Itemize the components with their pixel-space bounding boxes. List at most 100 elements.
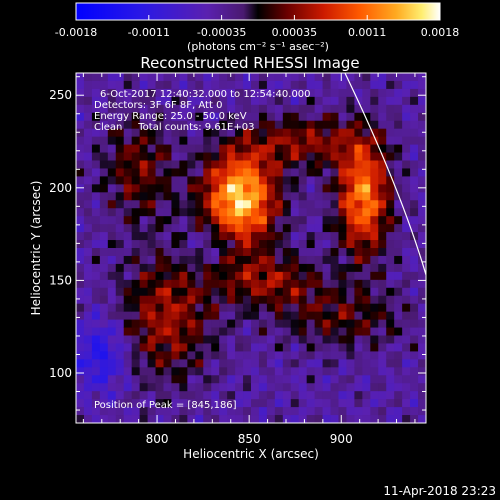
heatmap-cell [299,415,307,423]
heatmap-cell [211,336,219,344]
heatmap-cell [203,415,211,423]
heatmap-cell [370,89,378,97]
heatmap-cell [267,184,275,192]
heatmap-cell [187,328,195,336]
heatmap-cell [267,320,275,328]
heatmap-cell [267,272,275,280]
heatmap-cell [92,200,100,208]
heatmap-cell [203,161,211,169]
heatmap-cell [219,168,227,176]
heatmap-cell [315,113,323,121]
heatmap-cell [267,105,275,113]
heatmap-cell [195,391,203,399]
heatmap-cell [378,415,386,423]
heatmap-cell [219,256,227,264]
heatmap-cell [386,383,394,391]
heatmap-cell [410,320,418,328]
heatmap-cell [148,264,156,272]
heatmap-cell [187,367,195,375]
heatmap-cell [331,272,339,280]
heatmap-cell [243,296,251,304]
heatmap-cell [346,200,354,208]
heatmap-cell [227,343,235,351]
heatmap-cell [148,304,156,312]
heatmap-cell [339,200,347,208]
x-tick-label: 850 [238,432,261,446]
heatmap-cell [283,328,291,336]
heatmap-cell [378,184,386,192]
heatmap-cell [275,192,283,200]
heatmap-cell [315,161,323,169]
heatmap-cell [179,312,187,320]
heatmap-cell [386,73,394,81]
heatmap-cell [76,296,84,304]
heatmap-cell [362,391,370,399]
heatmap-cell [267,208,275,216]
heatmap-cell [370,343,378,351]
heatmap-cell [203,208,211,216]
heatmap-cell [211,153,219,161]
heatmap-cell [267,145,275,153]
heatmap-cell [92,328,100,336]
heatmap-cell [386,296,394,304]
heatmap-cell [323,216,331,224]
heatmap-cell [259,312,267,320]
heatmap-cell [84,296,92,304]
heatmap-cell [187,343,195,351]
heatmap-cell [219,328,227,336]
heatmap-cell [171,351,179,359]
heatmap-cell [331,200,339,208]
heatmap-cell [394,320,402,328]
heatmap-cell [323,256,331,264]
heatmap-cell [76,280,84,288]
heatmap-cell [283,367,291,375]
heatmap-cell [370,200,378,208]
heatmap-cell [195,320,203,328]
heatmap-cell [100,240,108,248]
heatmap-cell [76,375,84,383]
heatmap-cell [124,184,132,192]
heatmap-cell [339,359,347,367]
heatmap-cell [140,351,148,359]
heatmap-cell [354,240,362,248]
heatmap-cell [354,383,362,391]
heatmap-cell [323,351,331,359]
heatmap-cell [108,367,116,375]
heatmap-cell [211,168,219,176]
heatmap-cell [84,399,92,407]
heatmap-cell [132,359,140,367]
heatmap-cell [124,359,132,367]
heatmap-cell [171,256,179,264]
heatmap-cell [307,280,315,288]
heatmap-cell [211,208,219,216]
heatmap-cell [187,224,195,232]
heatmap-cell [203,343,211,351]
heatmap-cell [243,248,251,256]
heatmap-cell [315,200,323,208]
heatmap-cell [386,145,394,153]
heatmap-cell [386,105,394,113]
heatmap-cell [203,312,211,320]
heatmap-cell [259,359,267,367]
heatmap-cell [148,216,156,224]
heatmap-cell [402,399,410,407]
heatmap-cell [100,184,108,192]
heatmap-cell [195,383,203,391]
heatmap-cell [362,304,370,312]
heatmap-cell [100,415,108,423]
heatmap-cell [108,240,116,248]
heatmap-cell [275,391,283,399]
heatmap-cell [331,81,339,89]
heatmap-cell [84,208,92,216]
heatmap-cell [84,288,92,296]
heatmap-cell [362,367,370,375]
heatmap-cell [124,304,132,312]
heatmap-cell [331,153,339,161]
heatmap-cell [211,224,219,232]
heatmap-cell [116,264,124,272]
heatmap-cell [84,264,92,272]
heatmap-cell [195,145,203,153]
heatmap-cell [108,161,116,169]
heatmap-cell [386,367,394,375]
heatmap-cell [315,208,323,216]
